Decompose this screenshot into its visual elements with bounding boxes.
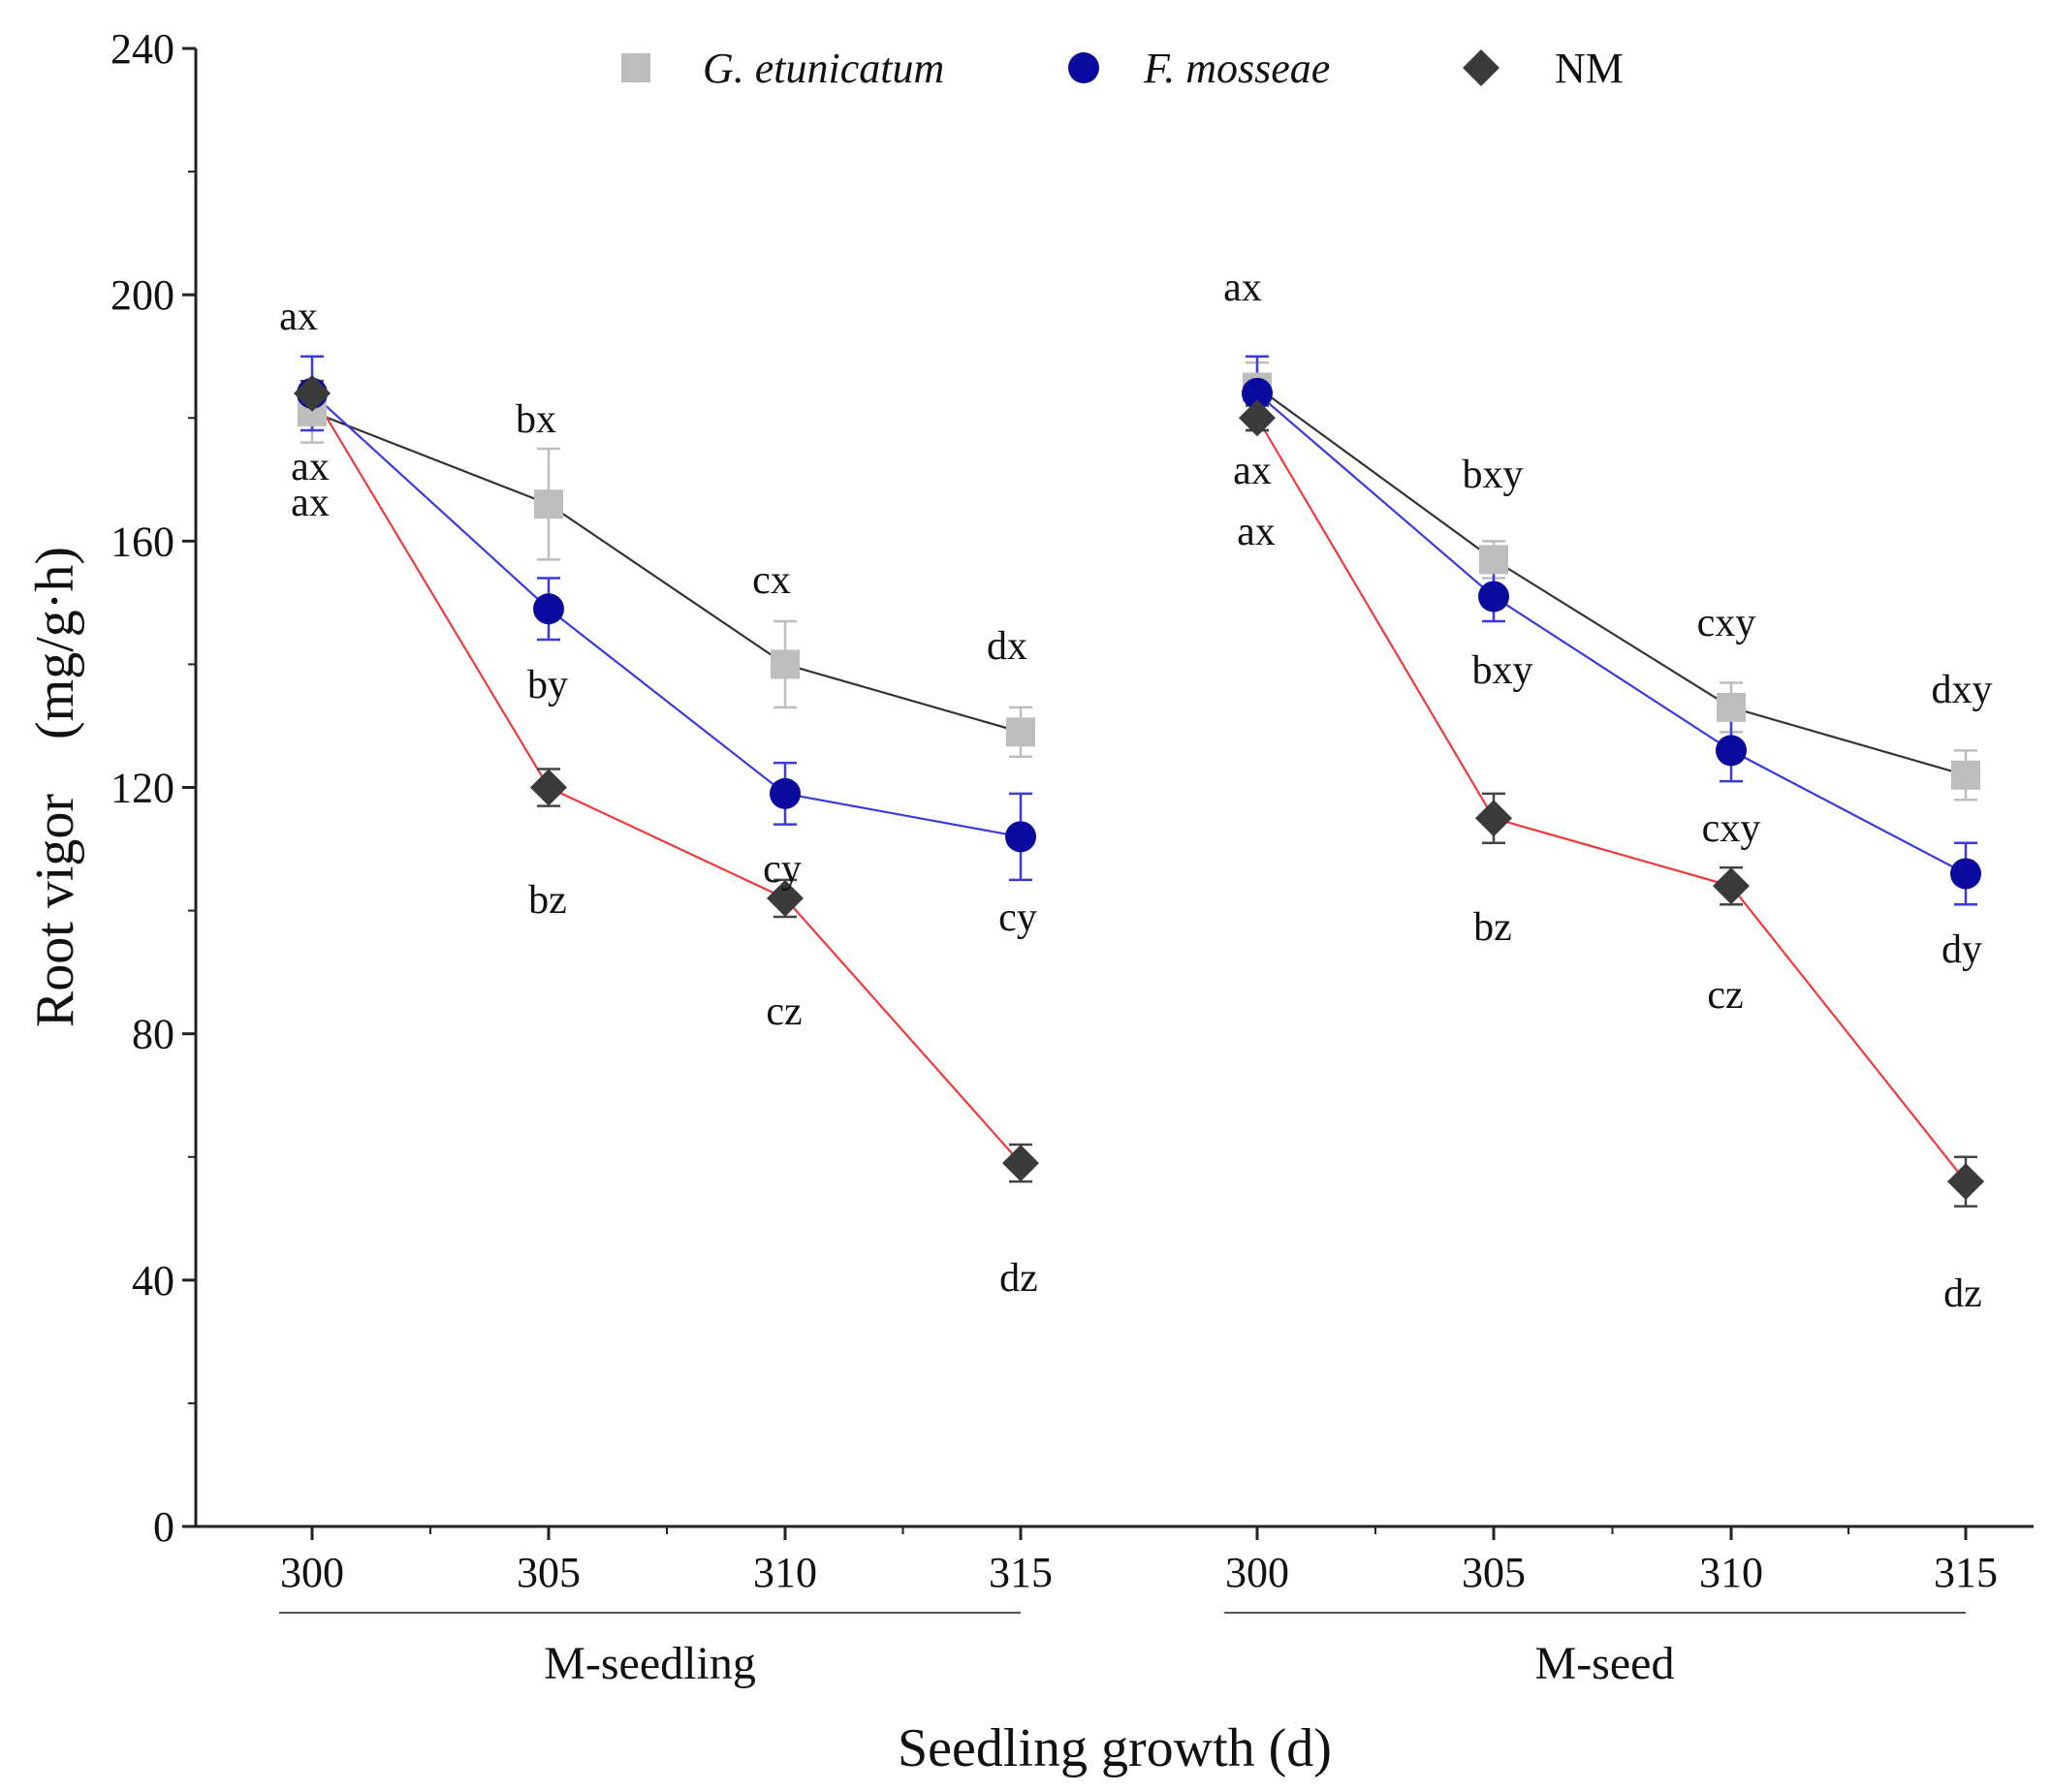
data-point-nm: [1947, 1163, 1984, 1201]
x-tick-label: 300: [280, 1549, 344, 1596]
y-tick-label: 240: [110, 25, 174, 73]
y-tick-label: 120: [110, 765, 174, 812]
significance-label: ax: [1223, 266, 1262, 310]
significance-label: cy: [763, 847, 802, 892]
series-line-nm: [1256, 417, 1967, 1182]
legend-label-nm: NM: [1555, 45, 1624, 92]
data-point-nm: [294, 374, 331, 412]
significance-label: bxy: [1463, 453, 1524, 497]
significance-label: ax: [1237, 510, 1276, 554]
significance-label: cy: [998, 896, 1037, 940]
data-point-nm: [1475, 800, 1512, 837]
series-line-g-etunicatum: [311, 410, 1022, 734]
series-line-f-mosseae: [1256, 392, 1967, 875]
data-markers: [294, 372, 1984, 1201]
x-tick-label: 315: [989, 1549, 1053, 1596]
data-point-g-etunicatum: [1006, 717, 1035, 747]
data-point-f-mosseae: [1005, 821, 1036, 853]
data-point-nm: [1002, 1145, 1039, 1182]
significance-label: cxy: [1702, 806, 1761, 851]
y-tick-label: 200: [110, 271, 174, 319]
significance-label: bx: [516, 397, 556, 442]
y-tick-label: 0: [153, 1503, 174, 1551]
significance-label: ax: [279, 295, 318, 339]
legend-marker-nm: [1463, 49, 1500, 86]
x-tick-label: 305: [1462, 1549, 1526, 1596]
x-tick-label: 315: [1934, 1549, 1998, 1596]
group-label-m-seed: M-seed: [1535, 1638, 1675, 1689]
series-line-g-etunicatum: [1256, 386, 1967, 776]
significance-label: bxy: [1472, 648, 1533, 693]
y-tick-label: 160: [110, 518, 174, 565]
x-axis-title: Seedling growth (d): [898, 1718, 1332, 1778]
significance-labels: ax bx cx dx ax bxy cxy dxy ax by cy cy ax bxy cxy dy ax b…: [279, 266, 1992, 1316]
y-tick-label: 40: [132, 1257, 174, 1305]
data-point-f-mosseae: [1950, 858, 1981, 890]
x-tick-label: 300: [1225, 1549, 1289, 1596]
significance-label: ax: [1233, 449, 1272, 493]
y-axis-title: Root vigor (mg/g·h): [25, 547, 85, 1027]
data-point-f-mosseae: [1716, 735, 1747, 767]
legend: G. etunicatum F. mosseae NM: [621, 45, 1624, 92]
significance-label: cxy: [1697, 601, 1756, 645]
series-line-f-mosseae: [311, 393, 1022, 838]
y-tick-label: 80: [132, 1011, 174, 1058]
significance-label: ax: [291, 481, 330, 525]
significance-label: cx: [752, 558, 791, 603]
data-point-nm: [530, 769, 567, 806]
data-point-f-mosseae: [1478, 581, 1509, 613]
data-point-g-etunicatum: [534, 489, 563, 519]
significance-label: cz: [1707, 973, 1743, 1018]
legend-label-f-mosseae: F. mosseae: [1143, 45, 1330, 92]
group-label-m-seedling: M-seedling: [544, 1638, 756, 1689]
legend-label-g-etunicatum: G. etunicatum: [703, 45, 944, 92]
x-tick-label: 305: [517, 1549, 581, 1596]
significance-label: dxy: [1932, 668, 1993, 712]
significance-label: by: [527, 663, 568, 707]
significance-label: bz: [1473, 905, 1512, 950]
significance-label: ax: [291, 445, 330, 489]
legend-marker-g-etunicatum: [621, 53, 650, 82]
data-point-g-etunicatum: [1479, 545, 1508, 575]
data-point-f-mosseae: [533, 593, 564, 625]
significance-label: dx: [987, 624, 1027, 669]
series-line-nm: [311, 393, 1022, 1164]
legend-marker-f-mosseae: [1068, 52, 1099, 83]
x-tick-label: 310: [753, 1549, 817, 1596]
data-point-g-etunicatum: [1717, 692, 1746, 722]
significance-label: dz: [999, 1256, 1038, 1301]
series-lines: [311, 386, 1967, 1182]
significance-label: dy: [1942, 927, 1982, 972]
data-point-nm: [1239, 399, 1276, 437]
data-point-g-etunicatum: [771, 649, 800, 679]
x-tick-label: 310: [1699, 1549, 1763, 1596]
data-point-nm: [1713, 867, 1750, 905]
data-point-g-etunicatum: [1951, 760, 1980, 790]
significance-label: dz: [1943, 1272, 1982, 1316]
significance-label: cz: [766, 990, 802, 1034]
significance-label: bz: [528, 878, 567, 923]
data-point-f-mosseae: [1242, 377, 1273, 409]
data-point-nm: [767, 879, 804, 917]
data-point-f-mosseae: [770, 777, 801, 809]
